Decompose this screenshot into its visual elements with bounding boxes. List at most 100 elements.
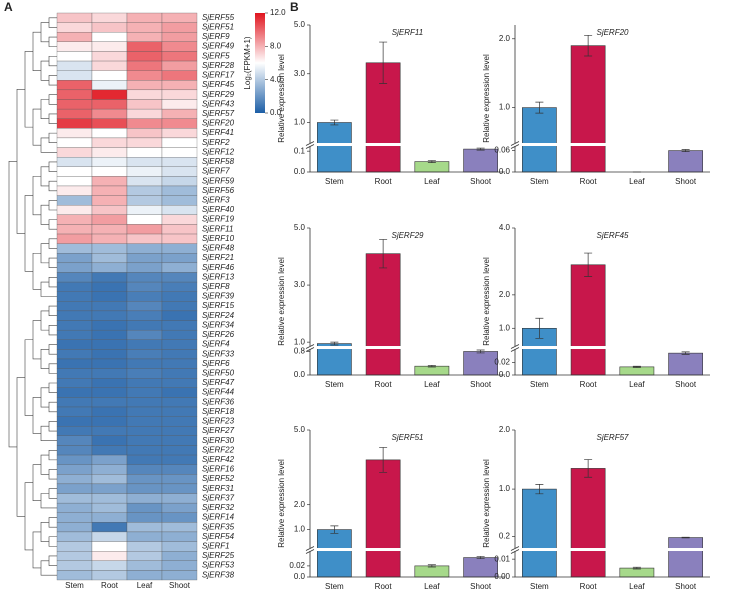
dendrogram-branch	[24, 482, 33, 551]
heatmap-cell	[161, 185, 198, 196]
heatmap-cell	[161, 502, 198, 513]
heatmap-cell	[161, 522, 198, 533]
row-label: SjERF42	[202, 455, 235, 464]
heatmap-cell	[56, 166, 93, 177]
heatmap-cell	[126, 483, 163, 494]
error-bar	[379, 41, 388, 84]
dendrogram-branch	[48, 363, 57, 374]
dendrogram-branch	[32, 531, 41, 569]
dendrogram-branch	[48, 161, 57, 172]
heatmap-cell	[161, 176, 198, 187]
heatmap-cell	[91, 12, 128, 23]
row-label: SjERF45	[202, 80, 235, 89]
heatmap-cell	[91, 387, 128, 398]
x-tick-label: Shoot	[470, 177, 492, 186]
x-tick-label: Stem	[530, 380, 549, 389]
heatmap-cell	[56, 474, 93, 485]
heatmap-cell	[161, 329, 198, 340]
row-label: SjERF32	[202, 503, 235, 512]
x-tick-label: Shoot	[675, 380, 697, 389]
heatmap-cell	[91, 435, 128, 446]
error-bar	[681, 536, 690, 539]
error-bar	[476, 349, 485, 354]
heatmap-cell	[56, 12, 93, 23]
heatmap-cell	[161, 195, 198, 206]
y-tick-label: 1.0	[294, 118, 306, 127]
heatmap-cell	[91, 397, 128, 408]
heatmap-cell	[56, 51, 93, 62]
x-tick-label: Stem	[325, 582, 344, 591]
heatmap-cell	[161, 89, 198, 100]
error-bar	[476, 556, 485, 560]
heatmap-cell	[91, 166, 128, 177]
heatmap-cell	[56, 397, 93, 408]
heatmap-cell	[126, 522, 163, 533]
heatmap-cell	[126, 118, 163, 129]
heatmap-cell	[91, 137, 128, 148]
heatmap-cell	[161, 118, 198, 129]
x-tick-label: Root	[375, 582, 393, 591]
heatmap-cell	[161, 301, 198, 312]
x-tick-label: Shoot	[675, 177, 697, 186]
heatmap-cell	[91, 454, 128, 465]
dendrogram-branch	[8, 161, 17, 448]
heatmap-cell	[91, 32, 128, 42]
heatmap-cell	[126, 128, 163, 139]
heatmap-cell	[56, 253, 93, 264]
heatmap-cell	[161, 253, 198, 264]
break-gap	[521, 548, 558, 552]
row-label: SjERF52	[202, 474, 235, 483]
x-tick-label: Root	[375, 380, 393, 389]
heatmap-cell	[126, 445, 163, 456]
dendrogram-branch	[32, 464, 41, 502]
heatmap-cell	[56, 205, 93, 215]
heatmap-cell	[91, 368, 128, 379]
heatmap-cell	[91, 339, 128, 350]
heatmap-cell	[56, 378, 93, 388]
row-label: SjERF40	[202, 205, 235, 214]
row-label: SjERF54	[202, 532, 235, 541]
y-tick-label: 0.0	[499, 167, 511, 176]
heatmap-cell	[91, 406, 128, 417]
dendrogram-branch	[48, 469, 57, 480]
axis-break	[510, 141, 520, 149]
x-tick-label: Leaf	[629, 177, 645, 186]
bar	[414, 161, 450, 173]
y-tick-label: 0.0	[294, 370, 306, 379]
axis-break	[305, 141, 315, 149]
heatmap-cell	[56, 570, 93, 581]
panel-label: B	[290, 0, 299, 14]
heatmap-cell	[56, 531, 93, 542]
x-tick-label: Leaf	[424, 380, 440, 389]
heatmap-cell	[91, 512, 128, 523]
row-label: SjERF34	[202, 320, 235, 329]
heatmap-cell	[161, 243, 198, 254]
heatmap-cell	[91, 522, 128, 533]
heatmap-cell	[56, 329, 93, 340]
heatmap-cell	[126, 320, 163, 331]
heatmap-cell	[56, 70, 93, 81]
heatmap-cell	[126, 41, 163, 52]
error-bar	[476, 147, 485, 151]
heatmap-cell	[126, 108, 163, 119]
heatmap-cell	[161, 358, 198, 369]
heatmap-cell	[161, 128, 198, 139]
heatmap-cell	[56, 483, 93, 494]
x-tick-label: Leaf	[424, 582, 440, 591]
heatmap-cell	[91, 358, 128, 369]
x-tick-label: Root	[580, 582, 598, 591]
heatmap-cell	[161, 137, 198, 148]
heatmap-cell	[126, 329, 163, 340]
row-label: SjERF5	[202, 51, 230, 60]
heatmap-cell	[126, 502, 163, 513]
heatmap-cell	[126, 205, 163, 215]
heatmap-cell	[161, 80, 198, 91]
column-label: Leaf	[137, 581, 153, 590]
heatmap-cell	[161, 416, 198, 427]
axis-break	[305, 344, 315, 352]
y-tick-label: 1.0	[294, 525, 306, 534]
error-bar	[427, 364, 436, 368]
heatmap-cell	[126, 560, 163, 571]
heatmap-cell	[126, 454, 163, 465]
heatmap-cell	[126, 464, 163, 475]
